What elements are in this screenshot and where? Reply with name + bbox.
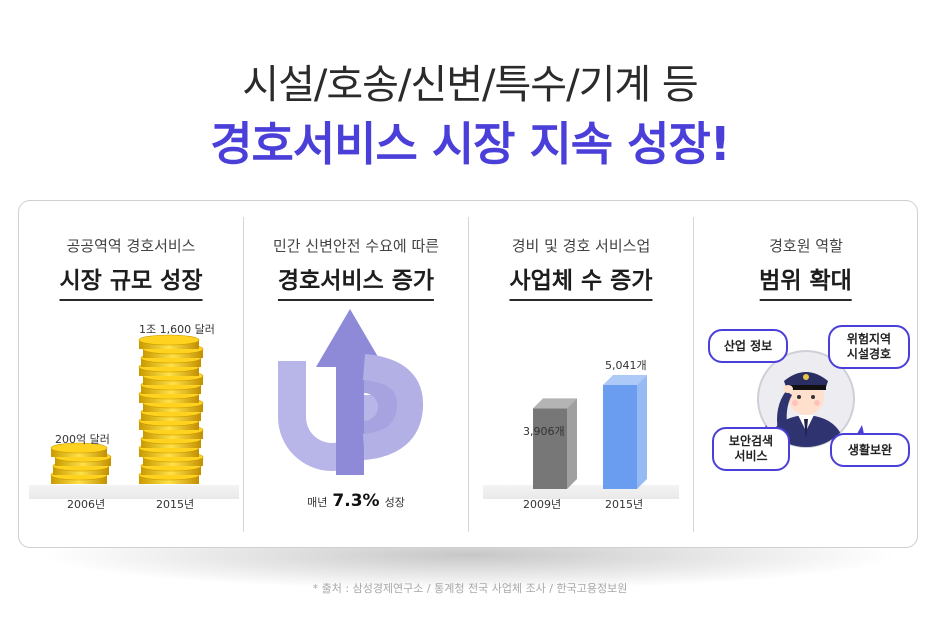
panel-subtitle: 민간 신변안전 수요에 따른	[272, 237, 440, 255]
bar-2015년	[603, 385, 637, 489]
source-note: * 출처 : 삼성경제연구소 / 통계청 전국 사업체 조사 / 한국고용정보원	[312, 582, 628, 595]
bubble-industrial-info: 산업 정보	[708, 329, 788, 363]
panel-business-count: 경비 및 경호 서비스업 사업체 수 증가 3,906개 5,041개 2009…	[469, 201, 693, 547]
bar-side-2015년	[637, 375, 647, 489]
bubble-label: 생활보완	[847, 442, 893, 457]
bar-year-label-2015: 2015년	[605, 498, 644, 511]
bar-graphic	[533, 375, 647, 489]
panel-subtitle: 공공역역 경호서비스	[66, 237, 196, 255]
panel-title: 경호서비스 증가	[277, 261, 435, 301]
bar-2009년	[533, 408, 567, 489]
floor-strip	[29, 485, 239, 499]
year-label-2006: 2006년	[67, 498, 106, 511]
panel-subtitle: 경비 및 경호 서비스업	[511, 237, 651, 255]
panel-service-increase: 민간 신변안전 수요에 따른 경호서비스 증가 매년 7.3% 성장	[244, 201, 468, 547]
panel-market-size: 공공역역 경호서비스 시장 규모 성장 200억 달러 1조 1,600 달러 …	[19, 201, 243, 547]
panel-role-expansion: 경호원 역할 범위 확대	[694, 201, 917, 547]
headline-line1: 시설/호송/신변/특수/기계 등	[242, 62, 698, 108]
value-label-2006: 200억 달러	[55, 433, 110, 446]
panel-subtitle: 경호원 역할	[769, 237, 843, 255]
panel-divider	[468, 217, 469, 532]
bubble-danger-zone: 위험지역 시설경호	[828, 325, 910, 369]
gold-coin-stacks-icon	[50, 334, 204, 484]
bar-top-2009년	[533, 398, 577, 409]
bar-value-label-2015: 5,041개	[605, 359, 647, 372]
up-arrow-icon	[278, 309, 424, 475]
growth-value: 7.3%	[332, 491, 380, 511]
bubble-label: 보안검색 서비스	[728, 434, 774, 463]
bar-year-label-2009: 2009년	[523, 498, 562, 511]
bubble-life-security: 생활보완	[830, 433, 910, 467]
bar-top-2015년	[603, 375, 647, 385]
coin	[138, 334, 200, 346]
value-label-2015: 1조 1,600 달러	[139, 323, 215, 336]
bubble-security-screening: 보안검색 서비스	[712, 427, 790, 471]
growth-prefix: 매년	[307, 496, 328, 509]
panel-title: 시장 규모 성장	[59, 261, 203, 301]
bar-side-2009년	[567, 398, 577, 489]
panel-title: 범위 확대	[759, 261, 852, 301]
growth-caption: 매년 7.3% 성장	[244, 491, 468, 511]
headline-line2: 경호서비스 시장 지속 성장!	[210, 117, 731, 171]
year-label-2015: 2015년	[156, 498, 195, 511]
coin	[50, 442, 108, 454]
panel-title: 사업체 수 증가	[509, 261, 653, 301]
panel-divider	[243, 217, 244, 532]
bar-value-label-2009: 3,906개	[523, 425, 565, 438]
panel-divider	[693, 217, 694, 532]
bubble-label: 산업 정보	[723, 338, 773, 353]
growth-suffix: 성장	[384, 496, 405, 509]
bubble-label: 위험지역 시설경호	[846, 332, 892, 361]
info-card: 공공역역 경호서비스 시장 규모 성장 200억 달러 1조 1,600 달러 …	[18, 200, 918, 548]
